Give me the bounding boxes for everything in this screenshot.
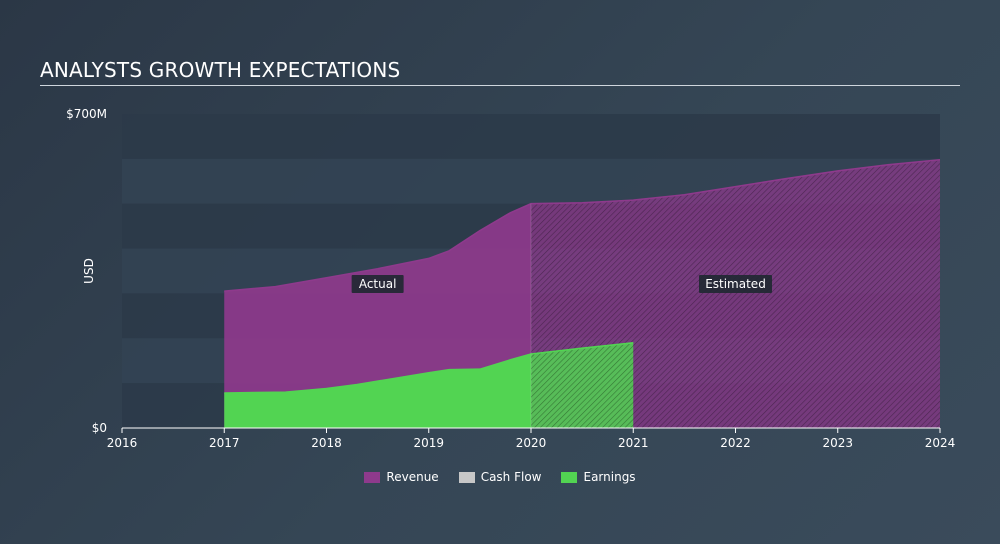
estimated-label: Estimated — [705, 277, 766, 291]
chart-legend: Revenue Cash Flow Earnings — [0, 470, 1000, 484]
x-tick-label: 2021 — [618, 436, 649, 450]
earnings-actual-area — [224, 353, 531, 428]
y-axis-label: USD — [82, 258, 96, 284]
x-tick-label: 2017 — [209, 436, 240, 450]
y-tick-label: $700M — [66, 107, 107, 121]
x-tick-label: 2022 — [720, 436, 751, 450]
x-tick-label: 2018 — [311, 436, 342, 450]
x-tick-label: 2023 — [822, 436, 853, 450]
title-divider — [40, 85, 960, 86]
legend-item-cash-flow[interactable]: Cash Flow — [458, 470, 542, 484]
x-tick-label: 2020 — [516, 436, 547, 450]
x-tick-label: 2016 — [107, 436, 138, 450]
x-tick-label: 2019 — [413, 436, 444, 450]
legend-swatch-cash-flow — [458, 471, 475, 483]
grid-band — [122, 114, 940, 159]
legend-item-earnings[interactable]: Earnings — [561, 470, 636, 484]
actual-label-bg — [351, 275, 404, 293]
earnings-line — [224, 341, 634, 394]
x-tick-label: 2024 — [925, 436, 956, 450]
legend-item-revenue[interactable]: Revenue — [364, 470, 439, 484]
earnings-estimated-hatch — [531, 342, 634, 428]
chart-title: ANALYSTS GROWTH EXPECTATIONS — [40, 58, 401, 82]
revenue-line — [224, 158, 941, 292]
legend-label-cash-flow: Cash Flow — [480, 470, 542, 484]
actual-label: Actual — [359, 277, 397, 291]
legend-label-earnings: Earnings — [583, 470, 636, 484]
y-tick-label: $0 — [92, 421, 107, 435]
legend-swatch-earnings — [561, 471, 578, 483]
estimated-label-bg — [699, 275, 772, 293]
legend-swatch-revenue — [364, 471, 381, 483]
legend-label-revenue: Revenue — [386, 470, 439, 484]
